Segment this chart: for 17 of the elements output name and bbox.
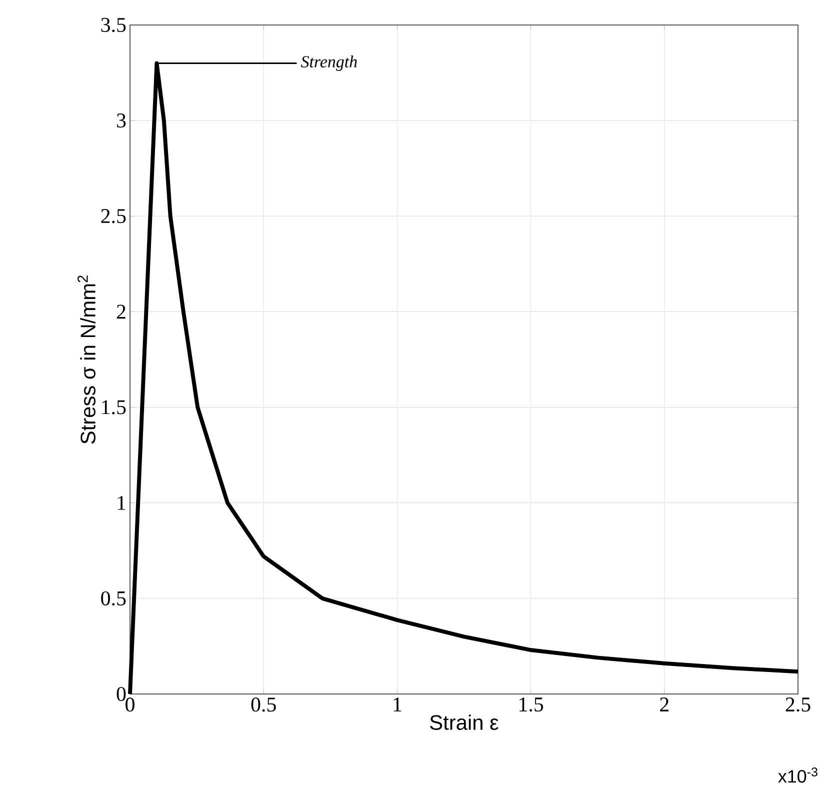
y-tick-label: 3: [117, 114, 126, 128]
x-tick-label: 1.5: [520, 698, 544, 712]
x-axis-title: Strain ε: [430, 714, 498, 730]
y-tick-label: 0.5: [101, 591, 126, 606]
annotation: Strength: [300, 56, 357, 71]
y-tick-label: 3.5: [101, 18, 126, 32]
y-tick-label: 2: [116, 304, 126, 319]
y-tick-label: 2.5: [101, 209, 126, 224]
x-tick-label: 1: [394, 698, 402, 712]
x-tick-label: 2: [660, 698, 668, 712]
y-axis-title: Stress σ in N/mm$^{2}$: [78, 276, 96, 444]
y-tick-label: 0: [116, 686, 126, 702]
x-tick-label: 2.5: [786, 698, 810, 712]
x-tick-label: 0.5: [251, 698, 276, 712]
text: x10$^{-3}$: [778, 768, 818, 783]
y-tick-label: 1: [118, 496, 126, 510]
y-tick-label: 1.5: [102, 400, 126, 414]
